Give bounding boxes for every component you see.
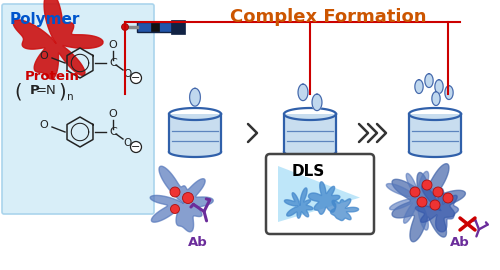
Text: O: O xyxy=(124,138,132,148)
Bar xyxy=(171,20,185,34)
Text: O: O xyxy=(40,120,48,130)
Circle shape xyxy=(182,193,194,204)
Text: Polymer: Polymer xyxy=(10,12,80,27)
Text: −: − xyxy=(132,142,140,152)
Circle shape xyxy=(417,197,427,207)
Text: (: ( xyxy=(14,83,22,102)
Polygon shape xyxy=(284,188,313,218)
Circle shape xyxy=(410,187,420,197)
Polygon shape xyxy=(150,166,213,232)
Polygon shape xyxy=(425,74,433,87)
Ellipse shape xyxy=(284,147,336,157)
Polygon shape xyxy=(190,88,200,106)
Text: O: O xyxy=(108,109,118,119)
Polygon shape xyxy=(308,182,340,214)
Circle shape xyxy=(433,187,443,197)
Polygon shape xyxy=(445,86,453,100)
Circle shape xyxy=(443,193,453,203)
Text: Complex Formation: Complex Formation xyxy=(230,8,426,26)
Polygon shape xyxy=(278,166,360,222)
Polygon shape xyxy=(432,92,440,106)
FancyBboxPatch shape xyxy=(266,154,374,234)
Text: P: P xyxy=(30,85,40,97)
Polygon shape xyxy=(330,199,358,221)
Ellipse shape xyxy=(409,147,461,157)
Text: Protein: Protein xyxy=(24,70,80,83)
Polygon shape xyxy=(169,114,221,152)
Polygon shape xyxy=(386,171,440,230)
Text: O: O xyxy=(124,69,132,79)
Circle shape xyxy=(130,141,141,153)
Text: −: − xyxy=(132,73,140,83)
Circle shape xyxy=(430,200,440,210)
Bar xyxy=(151,23,159,31)
Ellipse shape xyxy=(169,147,221,157)
Polygon shape xyxy=(298,84,308,101)
Text: n: n xyxy=(66,92,73,102)
Text: O: O xyxy=(108,40,118,50)
Text: DLS: DLS xyxy=(292,164,324,179)
Bar xyxy=(137,22,173,32)
Text: =N: =N xyxy=(36,85,56,97)
Polygon shape xyxy=(416,185,459,232)
Circle shape xyxy=(170,204,179,214)
Circle shape xyxy=(422,180,432,190)
Text: O: O xyxy=(40,51,48,61)
FancyBboxPatch shape xyxy=(2,4,154,214)
Text: ): ) xyxy=(58,83,66,102)
Polygon shape xyxy=(14,0,103,79)
Text: C: C xyxy=(109,127,117,137)
Text: Ab: Ab xyxy=(188,236,208,249)
Polygon shape xyxy=(409,114,461,152)
Circle shape xyxy=(170,187,180,197)
Text: C: C xyxy=(109,58,117,68)
Polygon shape xyxy=(392,164,466,242)
Circle shape xyxy=(130,73,141,83)
Polygon shape xyxy=(284,114,336,152)
Polygon shape xyxy=(312,94,322,111)
Polygon shape xyxy=(415,80,423,93)
Polygon shape xyxy=(435,80,443,93)
Circle shape xyxy=(122,23,128,31)
Text: Ab: Ab xyxy=(450,236,470,249)
